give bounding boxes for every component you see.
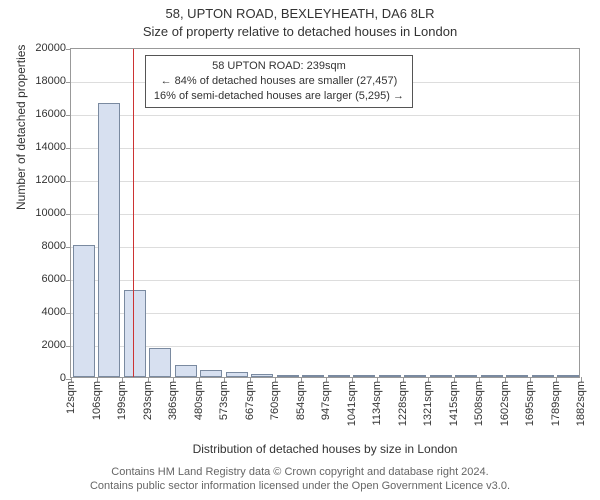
gridline (71, 214, 579, 215)
y-tick-label: 18000 (35, 75, 66, 87)
histogram-bar (302, 375, 324, 377)
x-tick-label: 1789sqm (550, 381, 562, 426)
callout-line: 16% of semi-detached houses are larger (… (154, 89, 404, 104)
chart-title: 58, UPTON ROAD, BEXLEYHEATH, DA6 8LR (0, 6, 600, 21)
histogram-bar (149, 348, 171, 377)
histogram-bar (404, 375, 426, 377)
histogram-bar (277, 375, 299, 377)
x-tick-label: 1041sqm (346, 381, 358, 426)
histogram-bar (532, 375, 554, 377)
y-tick-label: 0 (60, 372, 66, 384)
histogram-bar (175, 365, 197, 377)
y-tick-mark (66, 148, 71, 149)
histogram-bar (200, 370, 222, 377)
y-tick-mark (66, 346, 71, 347)
footer-copyright: Contains HM Land Registry data © Crown c… (0, 466, 600, 480)
histogram-bar (73, 245, 95, 377)
y-tick-mark (66, 115, 71, 116)
histogram-bar (124, 290, 146, 377)
x-tick-label: 293sqm (142, 381, 154, 420)
histogram-bar (379, 375, 401, 377)
y-tick-mark (66, 181, 71, 182)
x-tick-label: 1228sqm (397, 381, 409, 426)
footer-licence: Contains public sector information licen… (0, 480, 600, 494)
y-tick-mark (66, 82, 71, 83)
x-axis-label: Distribution of detached houses by size … (70, 442, 580, 456)
histogram-bar (455, 375, 477, 377)
gridline (71, 148, 579, 149)
y-tick-mark (66, 247, 71, 248)
histogram-bar (98, 103, 120, 377)
y-tick-label: 14000 (35, 141, 66, 153)
histogram-bar (557, 375, 579, 377)
x-tick-label: 1602sqm (499, 381, 511, 426)
y-tick-label: 20000 (35, 42, 66, 54)
x-tick-label: 199sqm (116, 381, 128, 420)
plot-area: 12sqm106sqm199sqm293sqm386sqm480sqm573sq… (70, 48, 580, 378)
histogram-bar (481, 375, 503, 377)
x-tick-label: 480sqm (193, 381, 205, 420)
x-tick-label: 106sqm (91, 381, 103, 420)
histogram-bar (353, 375, 375, 377)
y-tick-mark (66, 280, 71, 281)
x-tick-label: 1695sqm (524, 381, 536, 426)
x-tick-label: 854sqm (295, 381, 307, 420)
y-tick-mark (66, 49, 71, 50)
y-tick-label: 2000 (42, 339, 66, 351)
x-tick-label: 12sqm (65, 381, 77, 414)
callout-line: ← 84% of detached houses are smaller (27… (154, 74, 404, 89)
y-tick-label: 8000 (42, 240, 66, 252)
y-tick-mark (66, 313, 71, 314)
callout-line: 58 UPTON ROAD: 239sqm (154, 59, 404, 74)
gridline (71, 181, 579, 182)
y-tick-label: 12000 (35, 174, 66, 186)
histogram-bar (430, 375, 452, 377)
histogram-bar (506, 375, 528, 377)
chart-subtitle: Size of property relative to detached ho… (0, 24, 600, 39)
x-tick-label: 1321sqm (422, 381, 434, 426)
gridline (71, 115, 579, 116)
chart-container: 58, UPTON ROAD, BEXLEYHEATH, DA6 8LR Siz… (0, 0, 600, 500)
gridline (71, 247, 579, 248)
y-tick-label: 16000 (35, 108, 66, 120)
marker-line (133, 49, 134, 377)
x-tick-label: 947sqm (320, 381, 332, 420)
x-tick-label: 1415sqm (448, 381, 460, 426)
y-axis-label: Number of detached properties (14, 45, 28, 210)
histogram-bar (251, 374, 273, 377)
histogram-bar (226, 372, 248, 377)
gridline (71, 280, 579, 281)
x-tick-label: 386sqm (167, 381, 179, 420)
x-tick-label: 573sqm (218, 381, 230, 420)
x-tick-label: 1508sqm (473, 381, 485, 426)
x-tick-label: 1882sqm (575, 381, 587, 426)
gridline (71, 313, 579, 314)
histogram-bar (328, 375, 350, 377)
y-tick-mark (66, 214, 71, 215)
y-tick-label: 10000 (35, 207, 66, 219)
y-tick-label: 6000 (42, 273, 66, 285)
gridline (71, 346, 579, 347)
y-tick-label: 4000 (42, 306, 66, 318)
x-tick-label: 667sqm (244, 381, 256, 420)
x-tick-label: 760sqm (269, 381, 281, 420)
marker-callout: 58 UPTON ROAD: 239sqm← 84% of detached h… (145, 55, 413, 108)
x-tick-label: 1134sqm (371, 381, 383, 425)
